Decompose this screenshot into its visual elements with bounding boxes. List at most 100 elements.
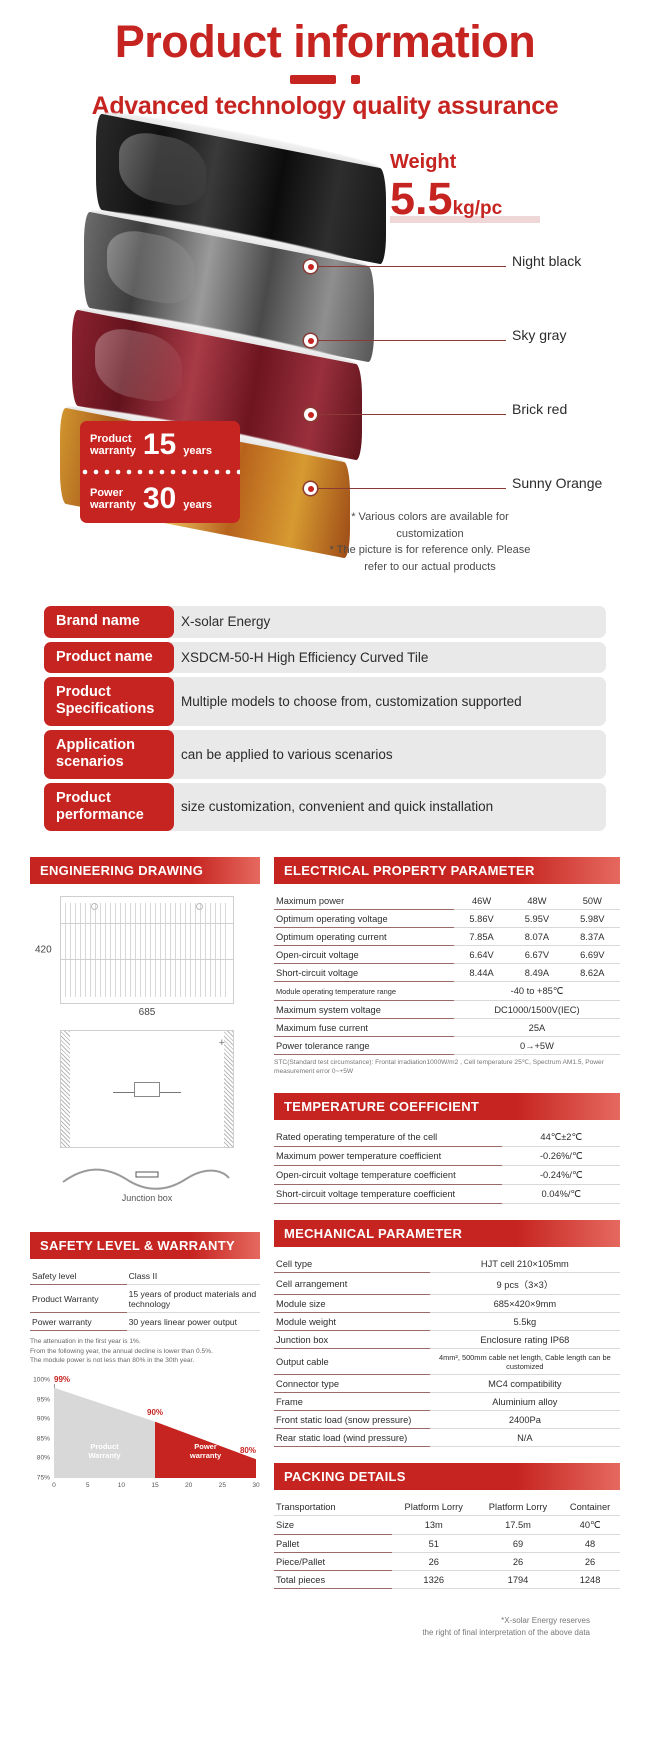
mechanical-block: MECHANICAL PARAMETER Cell type HJT cell … xyxy=(274,1220,620,1448)
param-value: 8.37A xyxy=(564,927,620,947)
info-key: Product Specifications xyxy=(44,677,174,726)
chart-y-tick: 100% xyxy=(33,1376,50,1384)
param-value: N/A xyxy=(429,1428,620,1448)
param-key: Maximum power temperature coefficient xyxy=(274,1146,503,1167)
packing-block: PACKING DETAILS Transportation Platform … xyxy=(274,1463,620,1590)
junction-box-icon xyxy=(134,1082,160,1098)
table-row: Frame Aluminium alloy xyxy=(274,1392,620,1412)
table-row: Maximum system voltage DC1000/1500V(IEC) xyxy=(274,1000,620,1020)
drawing-wire xyxy=(147,1091,182,1093)
packing-key: Total pieces xyxy=(274,1570,392,1590)
info-value: X-solar Energy xyxy=(167,606,606,638)
safety-key: Product Warranty xyxy=(30,1284,127,1314)
divider-dot xyxy=(351,75,360,85)
chart-x-tick: 25 xyxy=(218,1482,226,1490)
mechanical-table: Cell type HJT cell 210×105mm Cell arrang… xyxy=(274,1255,620,1448)
chart-y-tick: 90% xyxy=(36,1415,50,1423)
chart-annotation: 99% xyxy=(54,1374,71,1384)
table-row: Maximum power 46W 48W 50W xyxy=(274,892,620,911)
param-value: 8.44A xyxy=(453,963,510,983)
callout-line xyxy=(310,266,506,268)
table-row: Optimum operating voltage 5.86V 5.95V 5.… xyxy=(274,909,620,929)
chart-x-tick: 0 xyxy=(52,1482,56,1490)
info-value: can be applied to various scenarios xyxy=(167,729,606,779)
param-key: Rated operating temperature of the cell xyxy=(274,1128,503,1148)
param-value: 44℃±2℃ xyxy=(502,1128,620,1148)
page-header: Product information Advanced technology … xyxy=(0,0,650,121)
column-header: Container xyxy=(560,1498,620,1517)
info-key: Product name xyxy=(44,641,174,674)
param-key: Front static load (snow pressure) xyxy=(274,1410,430,1430)
safety-value: Class II xyxy=(126,1267,260,1286)
warranty-note: The attenuation in the first year is 1%.… xyxy=(30,1338,213,1365)
table-row: Rear static load (wind pressure) N/A xyxy=(274,1428,620,1448)
param-value: MC4 compatibility xyxy=(429,1374,620,1394)
param-value: 0→+5W xyxy=(453,1036,620,1056)
chart-x-tick: 30 xyxy=(252,1482,260,1490)
packing-key: Piece/Pallet xyxy=(274,1552,392,1572)
safety-block: SAFETY LEVEL & WARRANTY Safety level Cla… xyxy=(30,1232,260,1496)
color-name: Sunny Orange xyxy=(512,475,603,492)
ribbon-label: Product warranty xyxy=(90,433,136,458)
param-value: 6.69V xyxy=(564,945,620,965)
safety-value: 30 years linear power output xyxy=(126,1312,260,1332)
packing-key: Pallet xyxy=(274,1534,392,1554)
info-value: size customization, convenient and quick… xyxy=(167,782,606,832)
table-row: Short-circuit voltage temperature coeffi… xyxy=(274,1184,620,1205)
electrical-footnote: STC(Standard test circumstance): Frontal… xyxy=(274,1059,604,1076)
packing-value: 48 xyxy=(560,1534,620,1554)
ribbon-label: Power warranty xyxy=(90,487,136,512)
table-row: Module weight 5.5kg xyxy=(274,1312,620,1332)
tile-profile-svg xyxy=(62,1169,230,1191)
table-row: Power tolerance range 0→+5W xyxy=(274,1036,620,1056)
table-row: Module operating temperature range -40 t… xyxy=(274,981,620,1002)
table-row: Junction box Enclosure rating IP68 xyxy=(274,1330,620,1350)
param-key: Module size xyxy=(274,1294,430,1314)
chart-x-tick: 15 xyxy=(151,1482,159,1490)
section-title-temperature: TEMPERATURE COEFFICIENT xyxy=(274,1093,620,1121)
weight-callout: Weight 5.5kg/pc xyxy=(390,151,540,224)
param-value: 8.07A xyxy=(509,927,565,947)
callout-line xyxy=(310,340,506,342)
table-row: Maximum fuse current 25A xyxy=(274,1018,620,1038)
weight-label: Weight xyxy=(390,151,457,174)
packing-value: 1248 xyxy=(560,1570,620,1590)
info-key: Brand name xyxy=(44,606,174,638)
table-row: Brand name X-solar Energy xyxy=(44,606,606,638)
param-key: Maximum fuse current xyxy=(274,1018,454,1038)
table-row: Cell arrangement 9 pcs（3×3） xyxy=(274,1272,620,1296)
table-row: Open-circuit voltage temperature coeffic… xyxy=(274,1165,620,1186)
param-value: DC1000/1500V(IEC) xyxy=(453,1000,620,1020)
packing-value: 1326 xyxy=(391,1570,476,1590)
hero-disclaimer-text: * Various colors are available for custo… xyxy=(329,511,531,573)
table-row: Application scenarios can be applied to … xyxy=(44,729,606,779)
hero-disclaimer: * Various colors are available for custo… xyxy=(320,509,540,575)
title-divider xyxy=(290,75,360,85)
safety-value: 15 years of product materials and techno… xyxy=(126,1284,260,1314)
param-key: Cell type xyxy=(274,1255,430,1274)
warranty-ribbons: Product warranty 15 years Power warranty… xyxy=(80,421,240,524)
drawing-plus-icon: + xyxy=(218,1037,225,1050)
temperature-block: TEMPERATURE COEFFICIENT Rated operating … xyxy=(274,1093,620,1205)
param-value: 0.04%/℃ xyxy=(502,1184,620,1205)
left-column: ENGINEERING DRAWING 420 685 + Junction b… xyxy=(30,857,260,1639)
param-key: Short-circuit voltage temperature coeffi… xyxy=(274,1184,503,1205)
safety-key: Power warranty xyxy=(30,1312,127,1332)
param-key: Module operating temperature range xyxy=(274,981,454,1002)
param-key: Junction box xyxy=(274,1330,430,1350)
chart-annotation: 90% xyxy=(146,1408,164,1418)
section-title-safety: SAFETY LEVEL & WARRANTY xyxy=(30,1232,260,1260)
ribbon-unit: years xyxy=(183,445,212,458)
section-title-mechanical: MECHANICAL PARAMETER xyxy=(274,1220,620,1248)
param-value: -0.26%/℃ xyxy=(502,1146,620,1167)
chart-y-tick: 75% xyxy=(36,1474,50,1482)
callout-line xyxy=(310,488,506,490)
packing-key: Size xyxy=(274,1515,392,1536)
param-value: 9 pcs（3×3） xyxy=(429,1272,620,1296)
param-value: Enclosure rating IP68 xyxy=(429,1330,620,1350)
table-row: Pallet 51 69 48 xyxy=(274,1534,620,1554)
param-value: 46W xyxy=(453,892,510,911)
engineering-drawing-top: 420 685 xyxy=(35,896,234,1018)
callout-line xyxy=(310,414,506,416)
profile-drawing: Junction box xyxy=(60,1164,234,1204)
